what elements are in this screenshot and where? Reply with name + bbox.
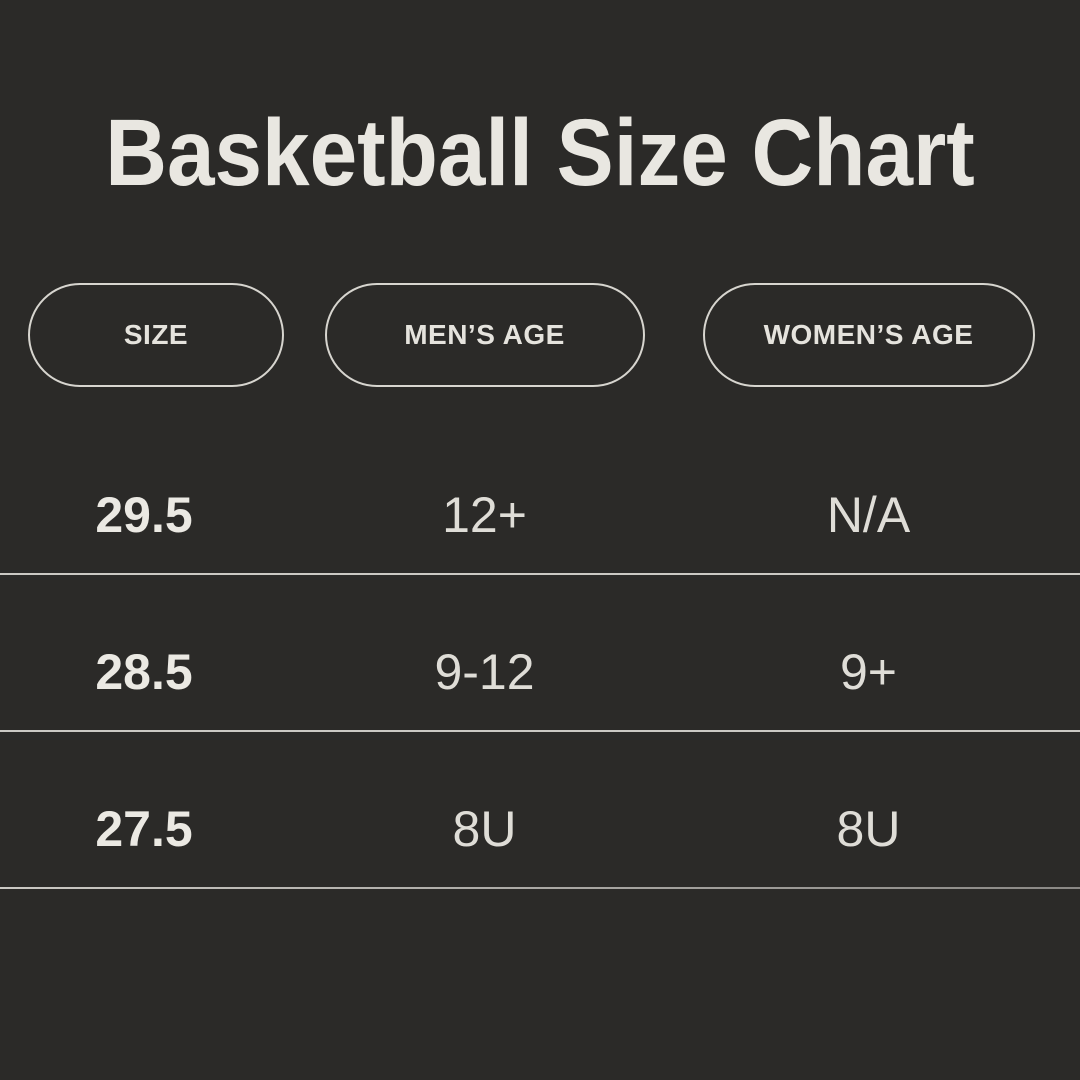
cell-mens-age-value: 12+ [442,486,527,543]
cell-womens-age-value: 9+ [839,643,897,700]
column-header-size-label: SIZE [123,319,189,350]
page-title: Basketball Size Chart [105,100,975,206]
cell-size-value: 27.5 [95,800,193,857]
table-row-size-28-5: 28.5 9-12 9+ [0,575,1080,732]
column-header-mens-age-label: MEN’S AGE [404,319,565,350]
column-header-womens-age-label: WOMEN’S AGE [763,319,974,350]
column-header-row: SIZE MEN’S AGE WOMEN’S AGE [0,283,1080,387]
table-row-size-27-5: 27.5 8U 8U [0,732,1080,889]
cell-size-value: 29.5 [95,486,193,543]
column-header-pill-mens-age: MEN’S AGE [324,283,645,387]
cell-womens-age-value: 8U [836,800,901,857]
cell-mens-age-value: 9-12 [434,643,535,700]
column-header-pill-womens-age: WOMEN’S AGE [702,283,1035,387]
cell-size-value: 28.5 [95,643,193,700]
size-table: 29.5 12+ N/A 28.5 9-12 9+ 27.5 8U 8U [0,418,1080,889]
cell-mens-age-value: 8U [452,800,517,857]
table-row-size-29-5: 29.5 12+ N/A [0,418,1080,575]
column-header-pill-size: SIZE [28,283,284,387]
cell-womens-age-value: N/A [826,486,911,543]
